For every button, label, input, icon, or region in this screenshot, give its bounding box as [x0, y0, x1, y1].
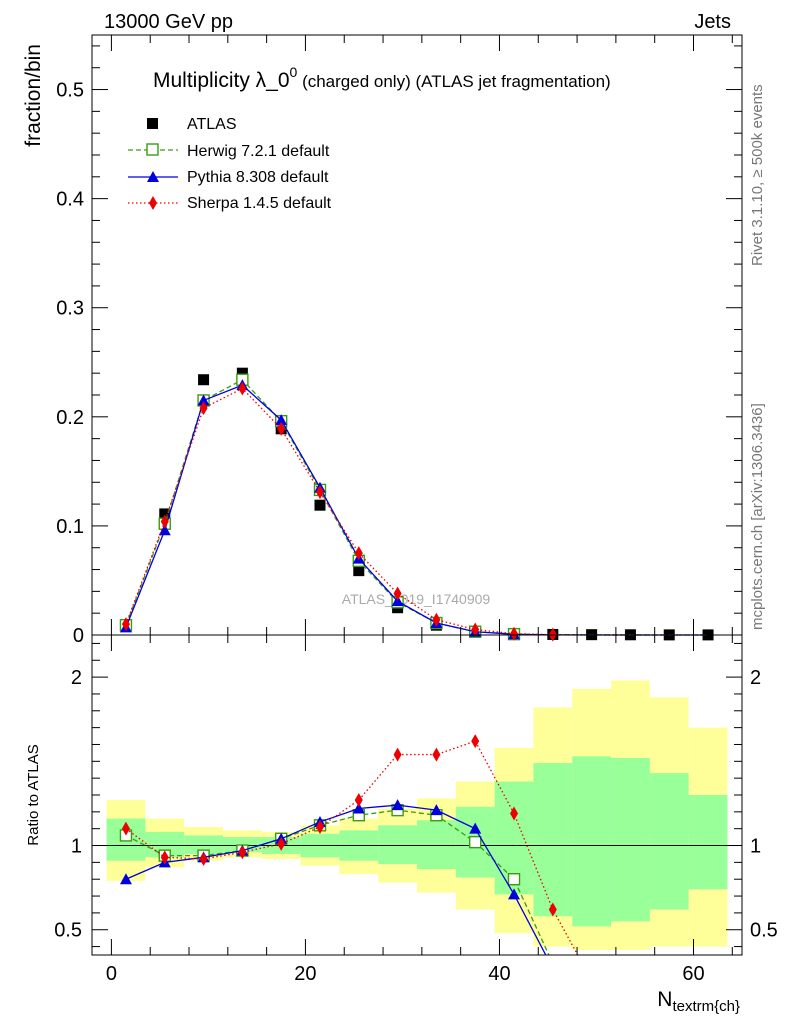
ratio-point-herwig [507, 873, 521, 886]
ratio-point-sherpa [354, 793, 363, 808]
ratio-point-pythia [119, 873, 132, 885]
ratio-series-sherpa [121, 734, 579, 955]
legend-label-sherpa: Sherpa 1.4.5 default [187, 195, 332, 212]
main-point-pythia [275, 414, 288, 426]
energy-label: 13000 GeV pp [104, 11, 233, 33]
main-ytick-label: 0.2 [56, 407, 84, 429]
ratio-xtick-label: 60 [682, 963, 704, 985]
main-point-sherpa [121, 617, 130, 632]
legend-marker-herwig [146, 143, 159, 156]
main-series-sherpa [121, 381, 709, 642]
ratio-point-herwig [469, 835, 482, 849]
ratio-ytick-label: 0.5 [54, 920, 82, 942]
ratio-ytick-label-right: 2 [750, 667, 761, 689]
legend-item-pythia: Pythia 8.308 default [128, 169, 329, 186]
ratio-point-sherpa [548, 902, 557, 917]
ratio-band-green [378, 825, 417, 865]
main-ytick-label: 0.5 [56, 80, 84, 102]
ratio-point-sherpa [238, 845, 247, 860]
chart-title-sup: 0 [290, 64, 298, 80]
main-ytick-label: 0.4 [56, 189, 84, 211]
watermark: ATLAS_2019_I1740909 [342, 591, 491, 607]
main-point-sherpa [277, 421, 286, 436]
main-ytick-label: 0.1 [56, 516, 84, 538]
legend-item-sherpa: Sherpa 1.4.5 default [128, 195, 332, 212]
x-axis-label: Ntextrm{ch} [657, 988, 740, 1015]
main-point-atlas [353, 565, 365, 577]
ratio-band-green [572, 756, 612, 927]
legend-item-herwig: Herwig 7.2.1 default [128, 143, 330, 160]
ratio-point-sherpa [315, 820, 324, 834]
main-point-sherpa [432, 612, 441, 627]
mcplots-label: mcplots.cern.ch [arXiv:1306.3436] [749, 403, 766, 630]
ratio-ytick-label-right: 0.5 [750, 920, 778, 942]
rivet-label: Rivet 3.1.10, ≥ 500k events [749, 84, 766, 266]
ratio-point-sherpa [510, 806, 519, 821]
main-point-sherpa [510, 626, 519, 641]
main-point-atlas [159, 508, 171, 520]
ratio-panel: 0.5 0.51 12 20 20 40 60 Ratio to ATLAS Ntextrm… [25, 634, 778, 1015]
main-point-sherpa [160, 514, 169, 529]
chart-title-main: Multiplicity λ_0 [153, 69, 290, 92]
main-point-sherpa [354, 546, 363, 561]
legend-marker-sherpa [149, 196, 157, 210]
legend-label-pythia: Pythia 8.308 default [187, 169, 329, 186]
ratio-point-sherpa [471, 734, 480, 749]
main-point-atlas [236, 367, 248, 379]
main-point-atlas [198, 374, 210, 386]
legend-label-herwig: Herwig 7.2.1 default [187, 143, 330, 160]
ratio-y-axis-label: Ratio to ATLAS [25, 744, 42, 845]
main-point-sherpa [393, 586, 402, 601]
ratio-band-green [649, 773, 689, 910]
x-axis-label-sub: textrm{ch} [672, 998, 740, 1015]
ratio-ytick-label-right: 1 [750, 836, 761, 858]
ratio-point-pythia [469, 822, 482, 834]
ratio-point-sherpa [432, 747, 441, 762]
main-point-pythia [391, 595, 404, 607]
ratio-series-group [119, 734, 579, 955]
x-axis-label-main: N [657, 988, 672, 1011]
ratio-xtick-label: 0 [106, 963, 117, 985]
ratio-point-sherpa [393, 747, 402, 762]
legend-label-atlas: ATLAS [187, 116, 237, 133]
main-point-sherpa [471, 622, 480, 637]
main-point-sherpa [238, 381, 247, 396]
ratio-band-green [417, 820, 456, 870]
ratio-xtick-label: 40 [488, 963, 510, 985]
main-point-sherpa [315, 485, 324, 500]
ratio-band-green [533, 763, 573, 917]
ratio-point-sherpa [199, 852, 208, 866]
main-point-sherpa [199, 401, 208, 416]
ratio-point-pythia [508, 888, 521, 900]
ratio-ytick-label: 2 [71, 667, 82, 689]
ratio-ytick-label: 1 [71, 836, 82, 858]
ratio-band-green [611, 757, 650, 922]
ratio-point-sherpa [277, 836, 286, 851]
ratio-point-pythia [430, 804, 443, 816]
main-point-pythia [197, 394, 210, 406]
main-point-atlas [314, 499, 326, 511]
ratio-point-pythia [352, 802, 365, 814]
ratio-band-green [184, 835, 223, 854]
jets-label: Jets [694, 11, 731, 33]
legend-marker-atlas [147, 118, 158, 129]
ratio-point-pythia [391, 799, 404, 811]
main-panel: ATLAS_2019_I1740909 0 0.1 0.2 0.3 0.4 0.5 fra… [22, 34, 743, 647]
ratio-xtick-label: 20 [294, 963, 316, 985]
ratio-band-green [688, 795, 728, 890]
legend-item-atlas: ATLAS [147, 116, 237, 133]
main-point-pythia [158, 524, 171, 536]
chart-title: Multiplicity λ_00 (charged only) (ATLAS … [153, 64, 611, 92]
main-y-axis-label: fraction/bin [22, 44, 45, 147]
chart-title-suffix: (charged only) (ATLAS jet fragmentation) [297, 72, 610, 91]
main-ytick-label: 0 [73, 625, 84, 647]
ratio-point-sherpa [160, 850, 169, 865]
legend: ATLAS Herwig 7.2.1 default Pythia 8.308 … [128, 116, 332, 212]
main-ytick-label: 0.3 [56, 298, 84, 320]
ratio-point-sherpa [121, 821, 130, 836]
legend-marker-pythia [147, 171, 159, 182]
